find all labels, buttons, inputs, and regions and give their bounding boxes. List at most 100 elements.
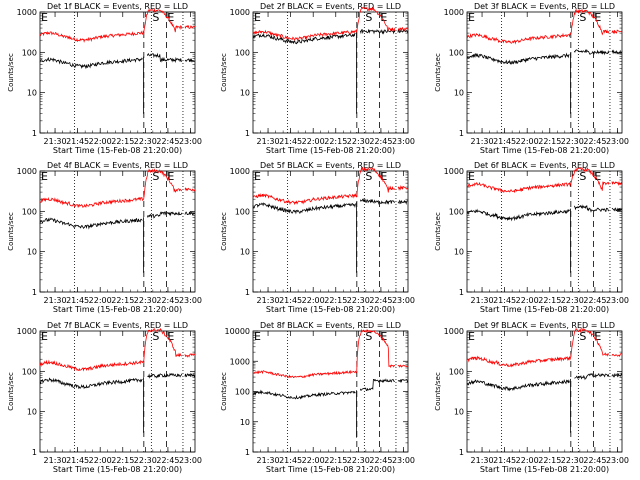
x-tick-label: 22:45 [369, 296, 392, 305]
lld-series-line [466, 8, 610, 45]
x-tick-label: 22:15 [324, 296, 347, 305]
plot-frame [466, 330, 623, 453]
lld-series-line [252, 328, 395, 379]
y-tick-label: 100 [449, 48, 464, 57]
y-tick-label: 100 [449, 207, 464, 216]
marker-label: E [167, 11, 174, 24]
panel-det-3: Det 3f BLACK = Events, RED = LLD 1 10 100 10… [434, 2, 629, 155]
events-series-line [39, 377, 143, 390]
panel-title: Det 3f BLACK = Events, RED = LLD [474, 2, 615, 11]
x-tick-label: 21:30 [257, 456, 280, 465]
y-axis-label: Counts/sec [220, 372, 228, 411]
marker-label: E [41, 11, 48, 24]
panel-det-7: Det 7f BLACK = Events, RED = LLD 1 10 100 10… [7, 321, 202, 474]
plot-frame [466, 11, 623, 134]
panel-title: Det 5f BLACK = Events, RED = LLD [260, 161, 401, 170]
marker-label: S [579, 170, 586, 183]
marker-label: S [152, 11, 159, 24]
marker-label: E [468, 330, 475, 343]
x-tick-label: 22:15 [538, 137, 561, 146]
x-tick-label: 23:00 [179, 296, 202, 305]
events-series-line [39, 56, 143, 70]
x-tick-label: 23:00 [392, 296, 415, 305]
marker-label: E [254, 330, 261, 343]
x-tick-label: 21:30 [471, 456, 494, 465]
x-axis-label: Start Time (15-Feb-08 21:20:00) [53, 465, 182, 474]
y-tick-label: 100 [235, 207, 250, 216]
y-tick-label: 10 [454, 89, 464, 98]
events-series-line [573, 204, 610, 213]
plot-frame [252, 330, 409, 453]
marker-label: E [167, 330, 174, 343]
marker-label: S [152, 170, 159, 183]
panel-det-8: Det 8f BLACK = Events, RED = LLD 1 10 100 10… [220, 321, 415, 474]
x-axis-label: Start Time (15-Feb-08 21:20:00) [480, 465, 609, 474]
x-tick-label: 23:00 [179, 137, 202, 146]
marker-label: E [468, 170, 475, 183]
marker-label: E [380, 330, 387, 343]
y-tick-label: 10000 [225, 327, 250, 336]
x-tick-label: 22:00 [516, 296, 539, 305]
events-series-line [184, 211, 196, 216]
x-axis-label: Start Time (15-Feb-08 21:20:00) [53, 146, 182, 155]
x-tick-label: 21:30 [44, 456, 67, 465]
events-series-line [611, 207, 623, 212]
events-series-line [574, 372, 610, 381]
x-axis-label: Start Time (15-Feb-08 21:20:00) [480, 305, 609, 314]
panel-det-4: Det 4f BLACK = Events, RED = LLD 1 10 100 10… [7, 161, 202, 314]
lld-series-line [397, 364, 409, 368]
x-tick-label: 22:15 [324, 456, 347, 465]
plot-frame [252, 11, 409, 134]
events-series-line [397, 378, 409, 383]
lld-series-line [184, 352, 196, 358]
x-axis-label: Start Time (15-Feb-08 21:20:00) [266, 465, 395, 474]
events-series-line [397, 199, 409, 206]
y-tick-label: 1 [32, 288, 37, 297]
x-tick-label: 21:45 [279, 137, 302, 146]
x-tick-label: 23:00 [179, 456, 202, 465]
y-tick-label: 100 [22, 367, 37, 376]
x-tick-label: 22:45 [583, 137, 606, 146]
panel-title: Det 2f BLACK = Events, RED = LLD [260, 2, 401, 11]
lld-series-line [397, 185, 409, 191]
panel-title: Det 4f BLACK = Events, RED = LLD [47, 161, 188, 170]
events-series-line [146, 211, 183, 219]
lld-series-line [184, 24, 195, 29]
marker-label: S [365, 170, 372, 183]
x-tick-label: 21:30 [471, 296, 494, 305]
events-series-line [359, 197, 396, 205]
events-series-line [359, 28, 396, 35]
y-tick-label: 10 [27, 248, 37, 257]
x-tick-label: 22:00 [302, 137, 325, 146]
panel-det-9: Det 9f BLACK = Events, RED = LLD 1 10 100 10… [434, 321, 629, 474]
marker-label: S [365, 11, 372, 24]
marker-label: E [254, 170, 261, 183]
y-tick-label: 10 [240, 418, 250, 427]
x-tick-label: 23:00 [606, 137, 629, 146]
marker-label: E [41, 330, 48, 343]
plot-frame [39, 330, 196, 453]
y-tick-label: 1000 [17, 8, 37, 17]
x-tick-label: 21:45 [66, 296, 89, 305]
events-series-line [184, 372, 195, 378]
y-tick-label: 100 [235, 48, 250, 57]
x-tick-label: 23:00 [606, 456, 629, 465]
x-tick-label: 22:30 [347, 137, 370, 146]
x-tick-label: 23:00 [606, 296, 629, 305]
panel-title: Det 9f BLACK = Events, RED = LLD [474, 321, 615, 330]
x-tick-label: 22:45 [583, 456, 606, 465]
y-tick-label: 1 [32, 448, 37, 457]
marker-label: E [594, 330, 601, 343]
lld-series-line [611, 29, 623, 35]
events-series-line [466, 379, 570, 392]
x-tick-label: 22:30 [134, 456, 157, 465]
y-axis-label: Counts/sec [220, 212, 228, 251]
marker-label: E [167, 170, 174, 183]
x-tick-label: 22:00 [89, 456, 112, 465]
x-tick-label: 21:45 [66, 137, 89, 146]
x-tick-label: 22:30 [134, 137, 157, 146]
x-tick-label: 21:45 [493, 456, 516, 465]
x-tick-label: 22:30 [561, 137, 584, 146]
x-tick-label: 21:45 [279, 296, 302, 305]
